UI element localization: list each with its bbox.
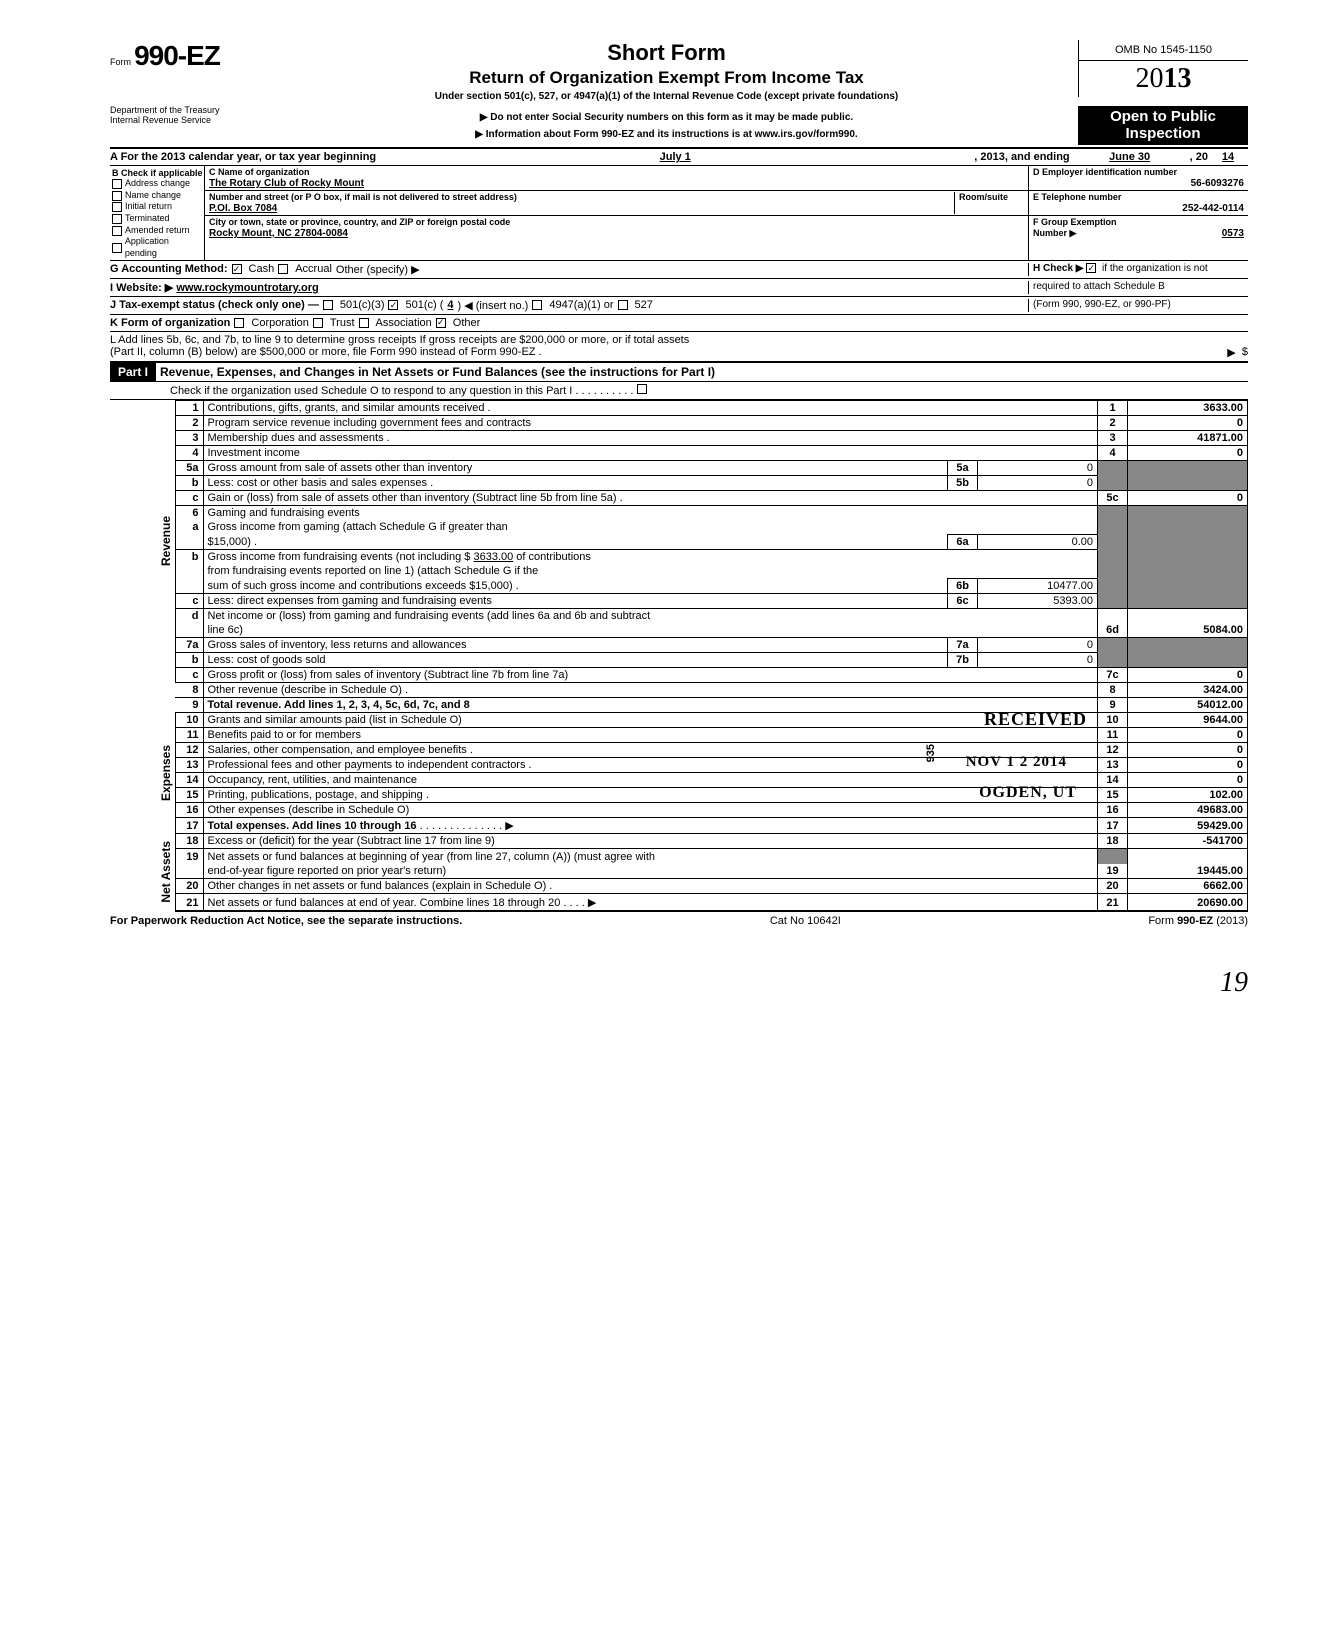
chk-501c[interactable]: ✓ [388, 300, 398, 310]
line-17-value: 59429.00 [1128, 817, 1248, 833]
line-6d-value: 5084.00 [1128, 623, 1248, 638]
line-15-value: 102.00 [1128, 787, 1248, 802]
ein: 56-6093276 [1033, 178, 1244, 189]
line-7c-value: 0 [1128, 667, 1248, 682]
chk-assoc[interactable] [359, 318, 369, 328]
form-number: 990-EZ [134, 40, 220, 71]
period-begin: July 1 [376, 151, 974, 163]
part-1-title: Revenue, Expenses, and Changes in Net As… [156, 363, 1248, 381]
org-address: P.OI. Box 7084 [209, 203, 277, 214]
line-12-value: 0 [1128, 742, 1248, 757]
chk-other[interactable]: ✓ [436, 318, 446, 328]
period-year: 14 [1208, 151, 1248, 163]
received-stamp: RECEIVED [984, 709, 1087, 730]
footer: For Paperwork Reduction Act Notice, see … [110, 912, 1248, 927]
form-label-box: Form 990-EZ [110, 40, 255, 72]
chk-527[interactable] [618, 300, 628, 310]
period-end: June 30 [1070, 151, 1190, 163]
under-section: Under section 501(c), 527, or 4947(a)(1)… [261, 91, 1072, 102]
line-20-value: 6662.00 [1128, 879, 1248, 894]
line-9-value: 54012.00 [1128, 697, 1248, 712]
omb-number: OMB No 1545-1150 [1079, 40, 1248, 61]
chk-cash[interactable]: ✓ [232, 264, 242, 274]
page-number: 19 [0, 947, 1328, 999]
line-3-value: 41871.00 [1128, 430, 1248, 445]
website: www.rockymountrotary.org [176, 282, 318, 294]
line-1-value: 3633.00 [1128, 400, 1248, 415]
dept-treasury: Department of the Treasury Internal Reve… [110, 106, 255, 145]
net-assets-label: Net Assets [110, 833, 175, 911]
line-13-value: 0 [1128, 757, 1248, 772]
chk-corp[interactable] [234, 318, 244, 328]
title-box: Short Form Return of Organization Exempt… [255, 40, 1078, 102]
revenue-label: Revenue [110, 400, 175, 682]
catalog-number: Cat No 10642I [770, 915, 841, 927]
line-11-value: 0 [1128, 727, 1248, 742]
line-16-value: 49683.00 [1128, 802, 1248, 817]
chk-4947[interactable] [532, 300, 542, 310]
line-4-value: 0 [1128, 445, 1248, 460]
line-8-value: 3424.00 [1128, 682, 1248, 697]
part-1-header: Part I [110, 363, 156, 381]
ogden-stamp: OGDEN, UT [979, 784, 1077, 802]
right-box: OMB No 1545-1150 2013 [1078, 40, 1248, 97]
open-to-public: Open to Public Inspection [1078, 106, 1248, 145]
line-5c-value: 0 [1128, 490, 1248, 505]
instr-ssn: ▶ Do not enter Social Security numbers o… [255, 112, 1078, 123]
chk-schedule-b[interactable]: ✓ [1086, 263, 1096, 273]
line-21-value: 20690.00 [1128, 894, 1248, 911]
section-c: C Name of organizationThe Rotary Club of… [205, 166, 1028, 260]
line-10-value: 9644.00 [1128, 712, 1248, 727]
chk-schedule-o[interactable] [637, 384, 647, 394]
org-city: Rocky Mount, NC 27804-0084 [209, 228, 348, 239]
line-2-value: 0 [1128, 415, 1248, 430]
tax-year: 2013 [1079, 61, 1248, 97]
chk-trust[interactable] [313, 318, 323, 328]
short-form-title: Short Form [261, 40, 1072, 66]
line-a: A For the 2013 calendar year, or tax yea… [110, 149, 1248, 166]
org-name: The Rotary Club of Rocky Mount [209, 178, 364, 189]
chk-name-change[interactable] [112, 191, 122, 201]
section-b: B Check if applicable Address change Nam… [110, 166, 205, 260]
chk-amended[interactable] [112, 226, 122, 236]
chk-accrual[interactable] [278, 264, 288, 274]
section-def: D Employer identification number56-60932… [1028, 166, 1248, 260]
chk-terminated[interactable] [112, 214, 122, 224]
line-19-value: 19445.00 [1128, 864, 1248, 879]
form-prefix: Form [110, 57, 131, 67]
group-exemption: 0573 [1222, 228, 1244, 239]
chk-501c3[interactable] [323, 300, 333, 310]
date-stamp: NOV 1 2 2014 [966, 754, 1067, 771]
chk-address-change[interactable] [112, 179, 122, 189]
return-title: Return of Organization Exempt From Incom… [261, 68, 1072, 88]
part-1-table: Revenue 1Contributions, gifts, grants, a… [110, 400, 1248, 912]
chk-pending[interactable] [112, 243, 122, 253]
chk-initial-return[interactable] [112, 202, 122, 212]
telephone: 252-442-0114 [1033, 203, 1244, 214]
expenses-label: Expenses [110, 712, 175, 833]
pra-notice: For Paperwork Reduction Act Notice, see … [110, 915, 462, 927]
schedule-o-check: Check if the organization used Schedule … [110, 382, 1248, 400]
form-footer: Form 990-EZ (2013) [1148, 915, 1248, 927]
line-14-value: 0 [1128, 772, 1248, 787]
instr-url: ▶ Information about Form 990-EZ and its … [255, 129, 1078, 140]
line-18-value: -541700 [1128, 833, 1248, 848]
